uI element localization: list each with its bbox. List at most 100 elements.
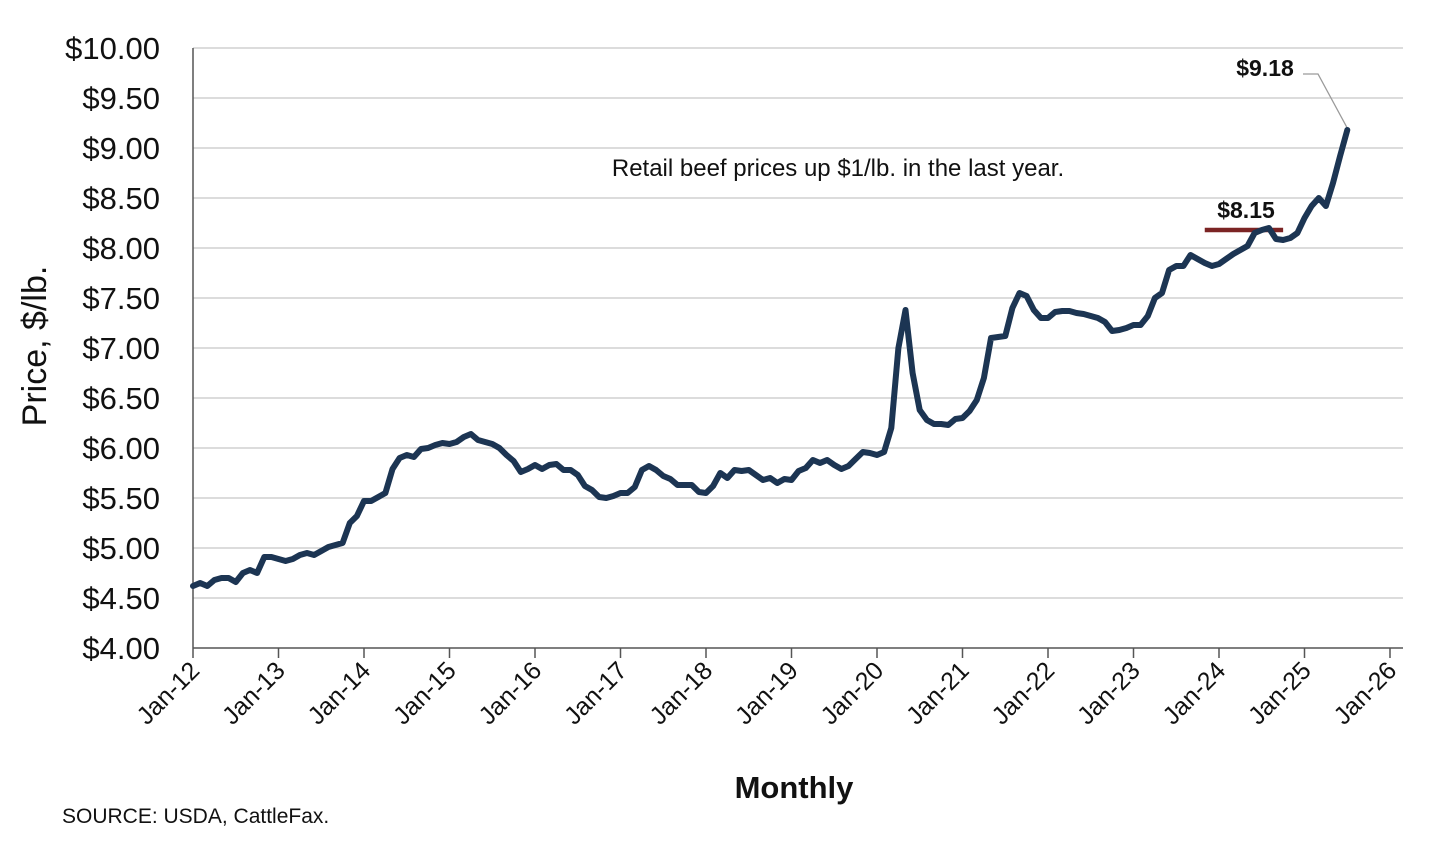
data-point xyxy=(418,446,424,452)
year-ago-price-label: $8.15 xyxy=(1217,197,1275,223)
data-point xyxy=(532,462,538,468)
x-tick-label: Jan-17 xyxy=(559,656,633,730)
x-tick-label: Jan-16 xyxy=(473,656,547,730)
data-point xyxy=(731,467,738,473)
data-point xyxy=(1109,328,1115,334)
data-point xyxy=(817,460,823,466)
data-point xyxy=(831,462,837,468)
data-point xyxy=(1130,322,1137,328)
data-point xyxy=(1287,235,1293,241)
y-tick-label: $5.50 xyxy=(82,481,160,516)
data-point xyxy=(867,450,873,456)
data-point xyxy=(860,449,866,455)
data-point xyxy=(767,475,773,481)
data-point xyxy=(1230,251,1236,257)
data-point xyxy=(1116,327,1122,333)
data-point xyxy=(211,577,217,583)
x-tick-label: Jan-12 xyxy=(131,656,205,730)
data-point xyxy=(254,570,260,576)
data-point xyxy=(974,397,980,403)
data-point xyxy=(739,468,745,474)
data-point xyxy=(1316,195,1322,201)
y-tick-label: $5.00 xyxy=(82,531,160,566)
data-point xyxy=(553,461,560,467)
y-tick-label: $7.50 xyxy=(82,281,160,316)
x-tick-label: Jan-15 xyxy=(388,656,462,730)
y-tick-label: $8.00 xyxy=(82,231,160,266)
data-point xyxy=(290,556,296,562)
data-point xyxy=(468,431,474,437)
data-point xyxy=(796,468,802,474)
data-point xyxy=(1294,230,1300,236)
data-point xyxy=(240,570,246,576)
x-tick-label: Jan-13 xyxy=(217,656,291,730)
data-point xyxy=(667,476,674,482)
data-point xyxy=(810,457,816,463)
y-tick-labels: $4.00 $4.50 $5.00 $5.50 $6.00 $6.50 $7.00 $7.50… xyxy=(65,31,160,666)
y-axis-label: Price, $/lb. xyxy=(16,266,54,427)
data-point xyxy=(1045,315,1051,321)
x-tick-label: Jan-22 xyxy=(986,656,1060,730)
data-point xyxy=(1216,261,1222,267)
y-tick-label: $8.50 xyxy=(82,181,160,216)
data-point xyxy=(489,441,495,447)
data-point xyxy=(710,483,716,489)
data-point xyxy=(233,579,239,585)
x-tick-label: Jan-26 xyxy=(1328,656,1402,730)
data-point xyxy=(368,498,374,504)
data-point xyxy=(340,540,346,546)
y-tick-label: $6.00 xyxy=(82,431,160,466)
data-point xyxy=(397,455,403,461)
axes xyxy=(192,48,1403,658)
data-point xyxy=(1052,309,1058,315)
data-point xyxy=(1024,293,1030,299)
y-tick-label: $4.50 xyxy=(82,581,160,616)
y-tick-label: $4.00 xyxy=(82,631,160,666)
data-point xyxy=(268,554,274,560)
data-point xyxy=(261,554,267,560)
x-tick-labels: Jan-12 Jan-13 Jan-14 Jan-15 Jan-16 Jan-17 Jan-… xyxy=(131,656,1402,730)
data-point xyxy=(924,417,930,423)
data-point xyxy=(967,408,973,414)
data-point xyxy=(874,452,880,458)
data-point xyxy=(1102,319,1108,325)
data-point xyxy=(1202,260,1208,266)
data-point xyxy=(560,467,567,473)
data-point xyxy=(938,421,944,427)
data-point xyxy=(902,307,909,313)
data-point xyxy=(1209,263,1215,269)
y-tick-label: $7.00 xyxy=(82,331,160,366)
data-point xyxy=(432,442,438,448)
data-point xyxy=(218,575,225,581)
data-point xyxy=(1330,180,1336,186)
data-point xyxy=(660,473,666,479)
data-point xyxy=(881,449,887,455)
data-point xyxy=(689,482,695,488)
x-tick-label: Jan-21 xyxy=(901,656,975,730)
data-point xyxy=(382,490,388,496)
data-point xyxy=(774,480,780,486)
x-axis-label: Monthly xyxy=(735,770,855,805)
data-point xyxy=(332,542,339,548)
data-point xyxy=(674,482,681,488)
data-point xyxy=(952,416,959,422)
data-point xyxy=(1145,313,1151,319)
data-point xyxy=(910,370,916,376)
data-point xyxy=(1095,315,1101,321)
data-point xyxy=(1344,127,1350,133)
data-point xyxy=(389,466,396,472)
data-point xyxy=(546,462,552,468)
data-point xyxy=(1123,325,1129,331)
x-tick-label: Jan-14 xyxy=(302,656,376,730)
x-tick-label: Jan-19 xyxy=(730,656,804,730)
data-point xyxy=(1273,236,1279,242)
data-point xyxy=(1066,308,1072,314)
data-point xyxy=(803,465,809,471)
data-point xyxy=(1244,243,1251,249)
data-point xyxy=(781,476,788,482)
x-tick-label: Jan-25 xyxy=(1243,656,1317,730)
data-point xyxy=(518,469,524,475)
data-point xyxy=(1252,230,1258,236)
data-point xyxy=(197,580,203,586)
